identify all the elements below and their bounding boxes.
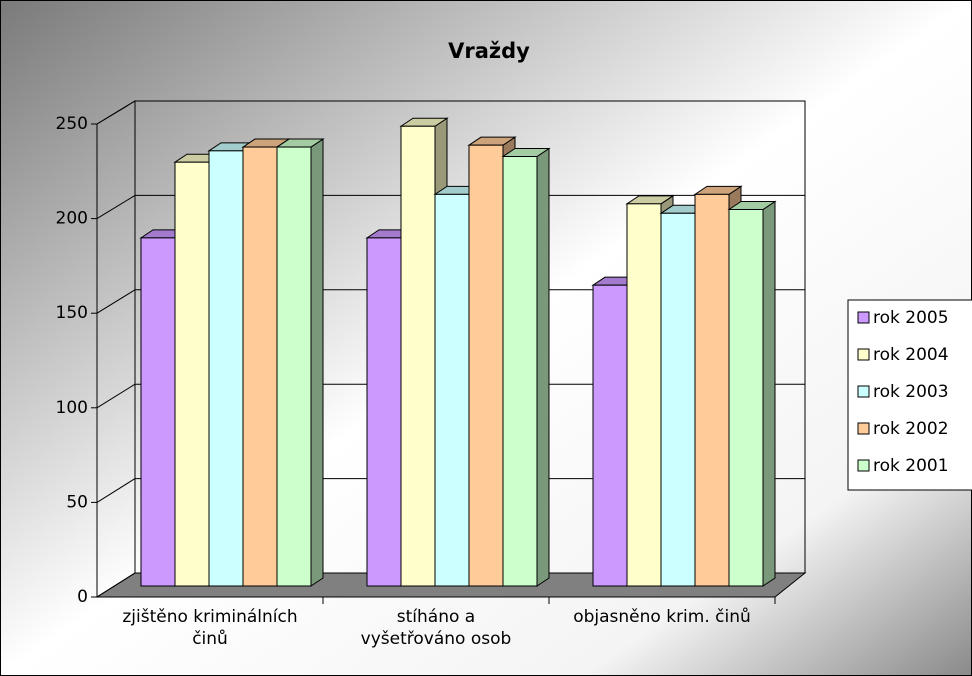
x-tick-label: zjištěno kriminálních činů	[122, 607, 298, 649]
bar	[242, 146, 278, 587]
legend-label: rok 2005	[873, 308, 949, 328]
bar-side	[536, 147, 550, 587]
grid-line	[96, 572, 136, 598]
legend-swatch	[857, 348, 870, 361]
legend-label: rok 2003	[873, 382, 949, 402]
chart-title: Vraždy	[448, 39, 530, 63]
bar	[400, 125, 436, 587]
legend-swatch	[857, 422, 870, 435]
grid-line	[96, 289, 136, 314]
grid-line	[96, 383, 136, 409]
bar	[434, 193, 470, 587]
bar	[276, 146, 312, 587]
grid-line	[96, 194, 136, 220]
bar	[626, 203, 662, 587]
grid-line	[96, 478, 136, 503]
bar	[174, 161, 210, 587]
y-tick-label: 0	[77, 587, 88, 607]
bar	[592, 284, 628, 587]
bar	[140, 237, 176, 587]
y-tick-label: 100	[56, 398, 88, 418]
legend-label: rok 2001	[873, 456, 949, 476]
y-tick-label: 50	[66, 492, 88, 512]
grid-line	[96, 100, 136, 125]
bar	[728, 208, 764, 587]
x-tick-label: stíháno a vyšetřováno osob	[360, 607, 512, 649]
legend-swatch	[857, 311, 870, 324]
bar-side	[310, 138, 324, 587]
bar	[502, 156, 538, 587]
bar-side	[762, 200, 776, 587]
bar	[468, 144, 504, 587]
bar	[208, 150, 244, 587]
bar	[694, 193, 730, 587]
bar	[660, 212, 696, 587]
legend-label: rok 2004	[873, 345, 949, 365]
y-tick-label: 200	[56, 209, 88, 229]
y-tick-label: 250	[56, 114, 88, 134]
bar	[366, 237, 402, 587]
x-tick-label: objasněno krim. činů	[573, 607, 751, 627]
legend-swatch	[857, 385, 870, 398]
legend-swatch	[857, 459, 870, 472]
legend-label: rok 2002	[873, 419, 949, 439]
y-tick-label: 150	[56, 303, 88, 323]
